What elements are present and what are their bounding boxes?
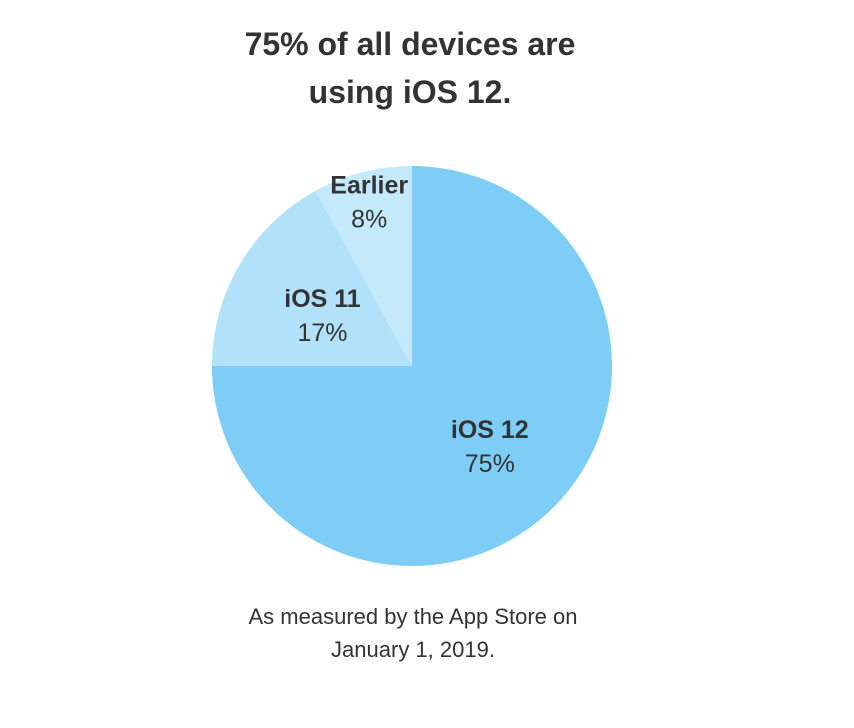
caption-line-1: As measured by the App Store on	[248, 604, 578, 629]
chart-title: 75% of all devices are using iOS 12.	[0, 20, 820, 116]
slice-label-earlier: Earlier	[330, 171, 408, 199]
caption: As measured by the App Store on January …	[0, 600, 826, 666]
slice-value-earlier: 8%	[351, 205, 387, 233]
slice-value-ios-12: 75%	[465, 450, 515, 478]
slice-value-ios-11: 17%	[297, 319, 347, 347]
pie-labels: iOS 12 75% iOS 11 17% Earlier 8%	[284, 171, 528, 477]
chart-title-line-1: 75% of all devices are	[244, 26, 576, 62]
slice-label-ios-12: iOS 12	[451, 416, 529, 444]
pie-chart: iOS 12 75% iOS 11 17% Earlier 8%	[212, 166, 612, 566]
slice-label-ios-11: iOS 11	[284, 285, 361, 313]
pie-slice-earlier	[315, 166, 412, 366]
caption-line-2: January 1, 2019.	[331, 637, 495, 662]
pie-slice-ios-11	[212, 190, 412, 366]
pie-slices	[212, 166, 612, 566]
chart-title-line-2: using iOS 12.	[308, 74, 512, 110]
